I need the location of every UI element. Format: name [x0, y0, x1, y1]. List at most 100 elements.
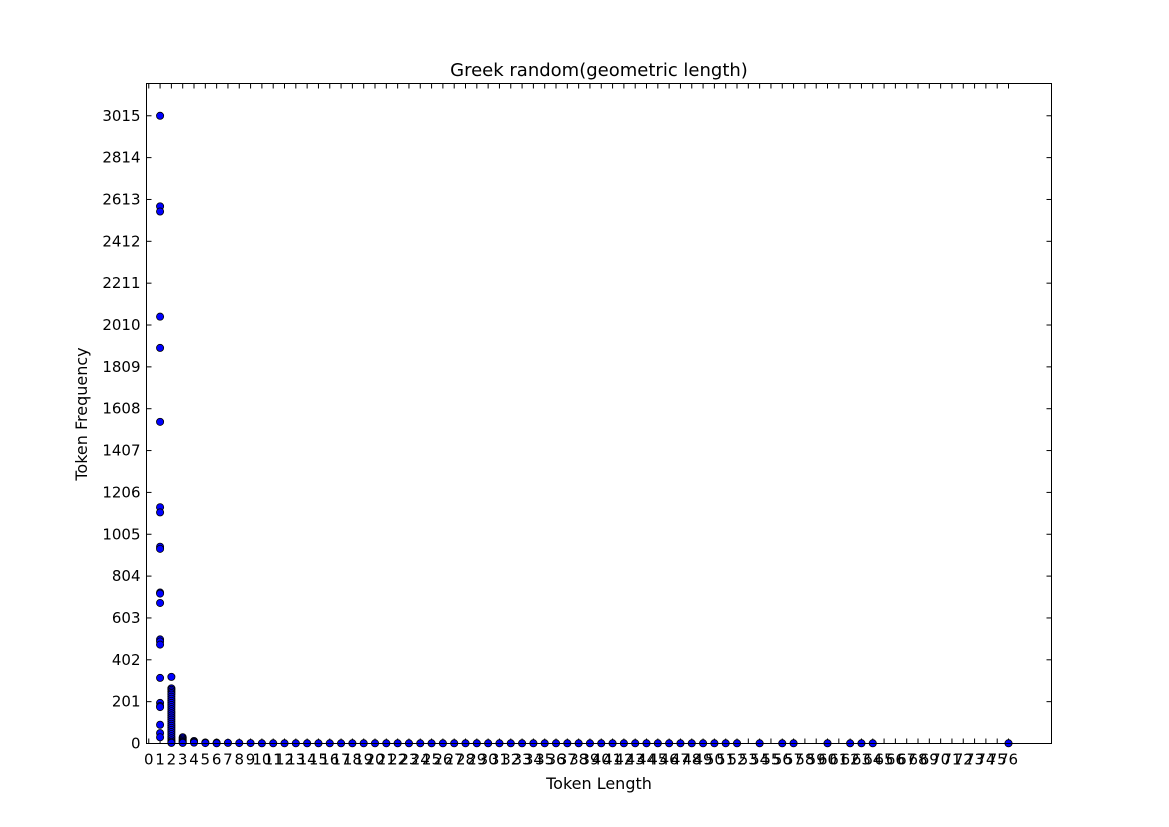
data-point — [190, 738, 199, 747]
x-tick-label: 9 — [246, 751, 256, 769]
x-tick-label: 12 — [275, 751, 294, 769]
x-tick-label: 56 — [773, 751, 792, 769]
x-tick-label: 72 — [954, 751, 973, 769]
data-point — [167, 738, 176, 747]
x-tick-label: 26 — [433, 751, 452, 769]
x-tick-label: 69 — [920, 751, 939, 769]
x-tick-label: 48 — [682, 751, 701, 769]
x-tick-label: 20 — [365, 751, 384, 769]
y-tick-label: 603 — [112, 609, 141, 627]
x-tick-label: 0 — [144, 751, 154, 769]
data-point — [156, 598, 165, 607]
x-tick-label: 66 — [886, 751, 905, 769]
x-tick-label: 5 — [201, 751, 211, 769]
x-tick-label: 6 — [212, 751, 222, 769]
data-point — [156, 589, 165, 598]
x-tick-label: 57 — [784, 751, 803, 769]
y-tick-label: 1407 — [102, 442, 140, 460]
x-tick-label: 36 — [546, 751, 565, 769]
x-tick-label: 39 — [580, 751, 599, 769]
x-tick-label: 35 — [535, 751, 554, 769]
y-tick-label: 2010 — [102, 316, 140, 334]
y-tick-label: 2412 — [102, 232, 140, 250]
y-tick-label: 804 — [112, 567, 141, 585]
x-tick-label: 18 — [343, 751, 362, 769]
x-tick-label: 44 — [637, 751, 656, 769]
x-tick-label: 16 — [320, 751, 339, 769]
y-tick-label: 402 — [112, 651, 141, 669]
x-tick-label: 7 — [223, 751, 233, 769]
x-tick-label: 21 — [377, 751, 396, 769]
x-tick-label: 42 — [614, 751, 633, 769]
y-tick-label: 2613 — [102, 190, 140, 208]
chart-title: Greek random(geometric length) — [450, 60, 748, 81]
x-tick-label: 46 — [660, 751, 679, 769]
data-point — [156, 640, 165, 649]
x-tick-label: 70 — [931, 751, 950, 769]
x-tick-label: 58 — [795, 751, 814, 769]
y-axis-label: Token Frequency — [72, 347, 91, 481]
x-tick-label: 49 — [694, 751, 713, 769]
x-tick-label: 13 — [286, 751, 305, 769]
data-point — [156, 111, 165, 120]
x-tick-label: 43 — [626, 751, 645, 769]
x-tick-label: 53 — [739, 751, 758, 769]
x-tick-label: 65 — [875, 751, 894, 769]
y-tick-label: 1809 — [102, 358, 140, 376]
x-tick-label: 60 — [818, 751, 837, 769]
x-axis-ticks: 0 1 2 3 4 5 6 7 8 9101112131415161718192021222324… — [144, 83, 1018, 769]
x-tick-label: 63 — [852, 751, 871, 769]
x-tick-label: 54 — [750, 751, 769, 769]
x-tick-label: 17 — [332, 751, 351, 769]
x-tick-label: 24 — [411, 751, 430, 769]
x-tick-label: 45 — [648, 751, 667, 769]
x-tick-label: 22 — [388, 751, 407, 769]
x-tick-label: 73 — [965, 751, 984, 769]
x-tick-label: 59 — [807, 751, 826, 769]
data-point — [156, 733, 165, 742]
x-tick-label: 74 — [976, 751, 995, 769]
x-tick-label: 33 — [513, 751, 532, 769]
x-tick-label: 37 — [558, 751, 577, 769]
x-tick-label: 38 — [569, 751, 588, 769]
x-tick-label: 41 — [603, 751, 622, 769]
x-tick-label: 11 — [264, 751, 283, 769]
x-tick-label: 68 — [908, 751, 927, 769]
x-tick-label: 23 — [399, 751, 418, 769]
y-tick-label: 201 — [112, 693, 141, 711]
x-tick-label: 61 — [829, 751, 848, 769]
x-tick-label: 30 — [479, 751, 498, 769]
x-tick-label: 75 — [988, 751, 1007, 769]
y-tick-label: 1206 — [102, 483, 140, 501]
x-axis-label: Token Length — [545, 774, 652, 793]
x-tick-label: 3 — [178, 751, 188, 769]
x-tick-label: 71 — [942, 751, 961, 769]
x-tick-label: 47 — [671, 751, 690, 769]
x-tick-label: 10 — [252, 751, 271, 769]
x-tick-label: 8 — [234, 751, 244, 769]
data-point — [156, 508, 165, 517]
x-tick-label: 62 — [841, 751, 860, 769]
x-tick-label: 1 — [155, 751, 165, 769]
y-tick-label: 2814 — [102, 149, 140, 167]
data-point — [156, 207, 165, 216]
plot-frame — [146, 83, 1052, 744]
x-tick-label: 67 — [897, 751, 916, 769]
y-tick-label: 2211 — [102, 274, 140, 292]
x-tick-label: 15 — [309, 751, 328, 769]
x-tick-label: 2 — [167, 751, 177, 769]
data-point — [156, 343, 165, 352]
y-tick-label: 1608 — [102, 400, 140, 418]
y-axis-ticks: 0 201 402 603 804 1005 1206 1407 1608 1809 2010 221… — [102, 107, 1052, 753]
y-tick-label: 1005 — [102, 525, 140, 543]
x-tick-label: 34 — [524, 751, 543, 769]
x-tick-label: 31 — [490, 751, 509, 769]
data-points — [156, 111, 1013, 748]
data-point — [156, 312, 165, 321]
data-point — [178, 738, 187, 747]
x-tick-label: 64 — [863, 751, 882, 769]
x-tick-label: 76 — [999, 751, 1018, 769]
data-point — [223, 738, 232, 747]
